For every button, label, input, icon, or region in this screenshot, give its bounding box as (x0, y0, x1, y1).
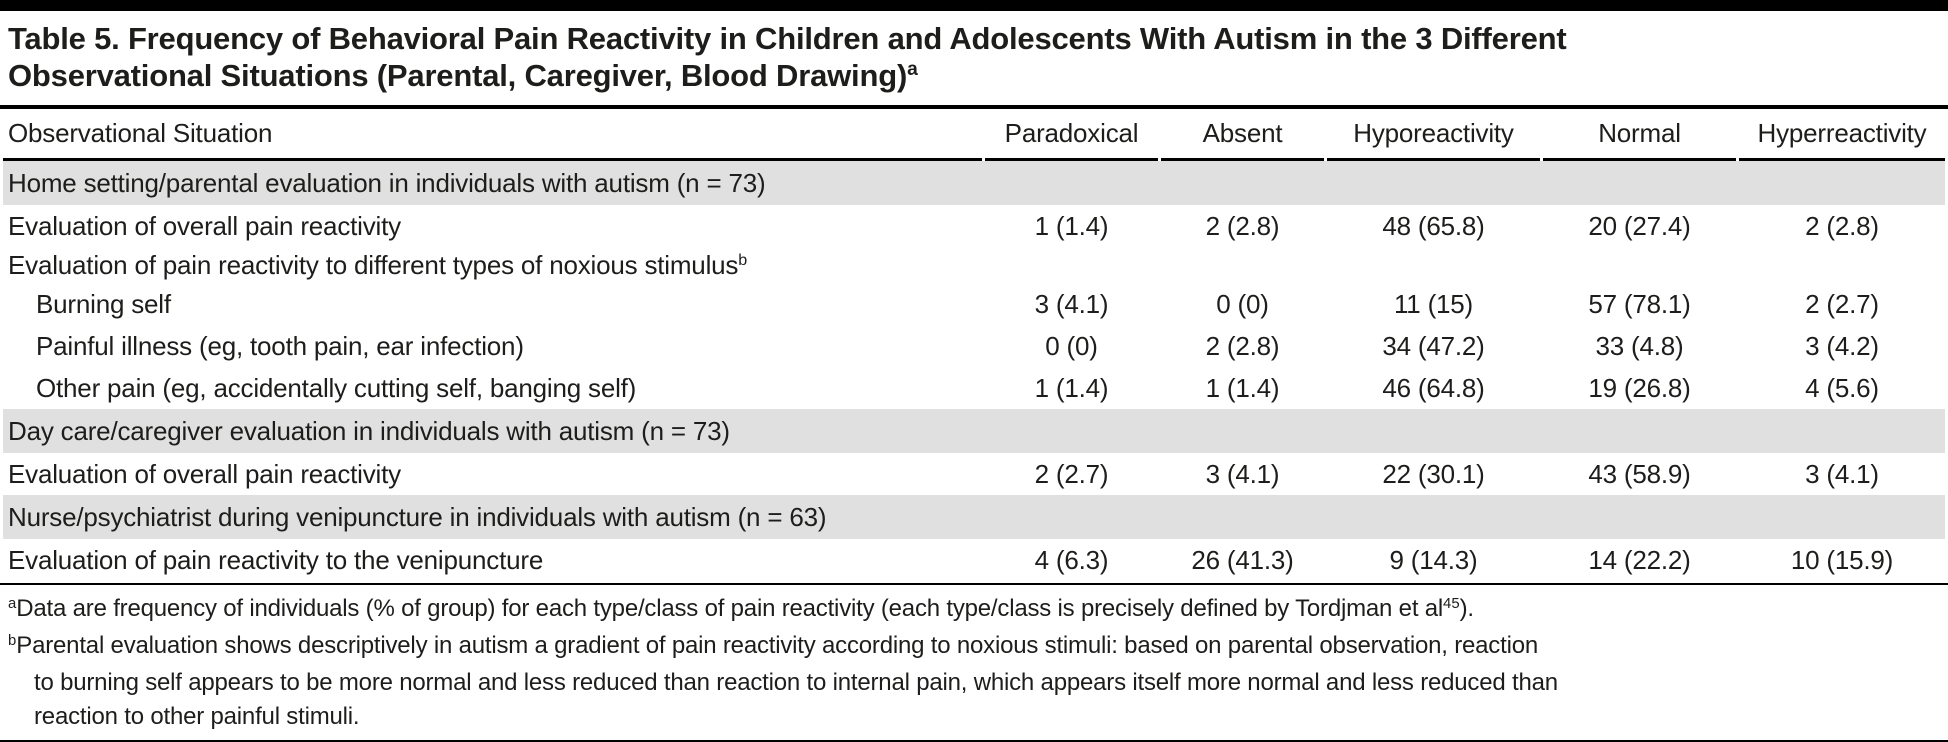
row-footnote-marker: b (738, 250, 748, 269)
section-label: Home setting/parental evaluation in indi… (3, 161, 1945, 205)
table-row: Evaluation of pain reactivity to the ven… (3, 539, 1945, 581)
footnote-b-line2: to burning self appears to be more norma… (34, 669, 1558, 696)
column-header-hyperreactivity: Hyperreactivity (1739, 109, 1945, 161)
cell-absent: 3 (4.1) (1205, 458, 1280, 489)
footnote-a-marker: a (8, 595, 17, 612)
table-title: Table 5. Frequency of Behavioral Pain Re… (0, 11, 1948, 105)
column-header-paradoxical: Paradoxical (985, 109, 1158, 161)
column-header-row: Observational Situation Paradoxical Abse… (3, 109, 1945, 161)
frequency-table: Observational Situation Paradoxical Abse… (0, 109, 1948, 581)
title-divider-rule (0, 105, 1948, 109)
cell-hyporeactivity: 48 (65.8) (1382, 210, 1485, 241)
cell-absent: 2 (2.8) (1205, 330, 1280, 361)
cell-empty (1739, 247, 1945, 283)
cell-hyperreactivity: 2 (2.7) (1805, 288, 1879, 319)
column-header-observational-situation: Observational Situation (3, 109, 982, 161)
column-header-hyporeactivity: Hyporeactivity (1327, 109, 1540, 161)
cell-paradoxical: 2 (2.7) (1034, 458, 1109, 489)
column-header-normal: Normal (1543, 109, 1736, 161)
title-footnote-marker: a (907, 59, 918, 81)
row-label: Burning self (36, 288, 171, 319)
table-row: Evaluation of overall pain reactivity 2 … (3, 453, 1945, 495)
cell-absent: 1 (1.4) (1205, 372, 1280, 403)
table-row: Other pain (eg, accidentally cutting sel… (3, 367, 1945, 409)
section-row-nurse-venipuncture: Nurse/psychiatrist during venipuncture i… (3, 495, 1945, 539)
footnote-a: aData are frequency of individuals (% of… (8, 592, 1940, 629)
footnote-divider-rule (0, 583, 1948, 585)
cell-hyperreactivity: 4 (5.6) (1805, 372, 1879, 403)
footnote-a-text-end: ). (1459, 595, 1474, 622)
row-label: Evaluation of pain reactivity to the ven… (8, 544, 544, 575)
cell-empty (985, 247, 1158, 283)
row-label-text: Evaluation of pain reactivity to differe… (8, 249, 739, 280)
cell-absent: 2 (2.8) (1205, 210, 1280, 241)
footnote-b-text1: Parental evaluation shows descriptively … (16, 632, 1538, 659)
top-rule-bar (0, 0, 1948, 11)
cell-hyperreactivity: 3 (4.1) (1805, 458, 1879, 489)
footnote-a-citation: 45 (1443, 595, 1460, 612)
cell-absent: 0 (0) (1216, 288, 1269, 319)
row-label: Evaluation of pain reactivity to differe… (3, 247, 982, 283)
footnote-b-line3: reaction to other painful stimuli. (34, 703, 360, 730)
table-title-line1: Table 5. Frequency of Behavioral Pain Re… (8, 21, 1567, 56)
row-label: Evaluation of overall pain reactivity (8, 458, 401, 489)
cell-normal: 43 (58.9) (1588, 458, 1691, 489)
cell-empty (1327, 247, 1540, 283)
footnotes: aData are frequency of individuals (% of… (0, 585, 1948, 734)
section-row-daycare-caregiver: Day care/caregiver evaluation in individ… (3, 409, 1945, 453)
cell-normal: 57 (78.1) (1588, 288, 1691, 319)
cell-paradoxical: 4 (6.3) (1034, 544, 1109, 575)
cell-absent: 26 (41.3) (1191, 544, 1294, 575)
cell-normal: 33 (4.8) (1595, 330, 1684, 361)
cell-hyperreactivity: 2 (2.8) (1805, 210, 1879, 241)
cell-hyporeactivity: 11 (15) (1393, 288, 1474, 319)
section-row-home-parental: Home setting/parental evaluation in indi… (3, 161, 1945, 205)
table-title-line2: Observational Situations (Parental, Care… (8, 57, 1940, 99)
footnote-b-marker: b (8, 632, 17, 649)
cell-normal: 19 (26.8) (1588, 372, 1691, 403)
cell-hyporeactivity: 34 (47.2) (1382, 330, 1485, 361)
footnote-b-line1: bParental evaluation shows descriptively… (8, 629, 1940, 666)
section-label: Nurse/psychiatrist during venipuncture i… (3, 495, 1945, 539)
table-row-subheading: Evaluation of pain reactivity to differe… (3, 247, 1945, 283)
row-label: Painful illness (eg, tooth pain, ear inf… (36, 330, 524, 361)
cell-paradoxical: 0 (0) (1045, 330, 1098, 361)
cell-empty (1543, 247, 1736, 283)
cell-hyperreactivity: 3 (4.2) (1805, 330, 1879, 361)
row-label: Other pain (eg, accidentally cutting sel… (36, 372, 637, 403)
table-row: Painful illness (eg, tooth pain, ear inf… (3, 325, 1945, 367)
bottom-rule-bar (0, 740, 1948, 742)
footnote-a-text: Data are frequency of individuals (% of … (16, 595, 1444, 622)
section-label: Day care/caregiver evaluation in individ… (3, 409, 1945, 453)
table-row: Evaluation of overall pain reactivity 1 … (3, 205, 1945, 247)
cell-hyperreactivity: 10 (15.9) (1790, 544, 1894, 575)
cell-normal: 20 (27.4) (1588, 210, 1691, 241)
footnote-b: bParental evaluation shows descriptively… (8, 629, 1940, 734)
row-label: Evaluation of overall pain reactivity (8, 210, 401, 241)
cell-paradoxical: 3 (4.1) (1034, 288, 1109, 319)
table-row: Burning self 3 (4.1) 0 (0) 11 (15) 57 (7… (3, 283, 1945, 325)
cell-empty (1161, 247, 1324, 283)
column-header-absent: Absent (1161, 109, 1324, 161)
cell-hyporeactivity: 46 (64.8) (1382, 372, 1485, 403)
cell-hyporeactivity: 22 (30.1) (1382, 458, 1485, 489)
cell-normal: 14 (22.2) (1588, 544, 1691, 575)
cell-hyporeactivity: 9 (14.3) (1389, 544, 1478, 575)
cell-paradoxical: 1 (1.4) (1034, 372, 1109, 403)
cell-paradoxical: 1 (1.4) (1034, 210, 1109, 241)
table-title-line2-text: Observational Situations (Parental, Care… (8, 58, 908, 93)
